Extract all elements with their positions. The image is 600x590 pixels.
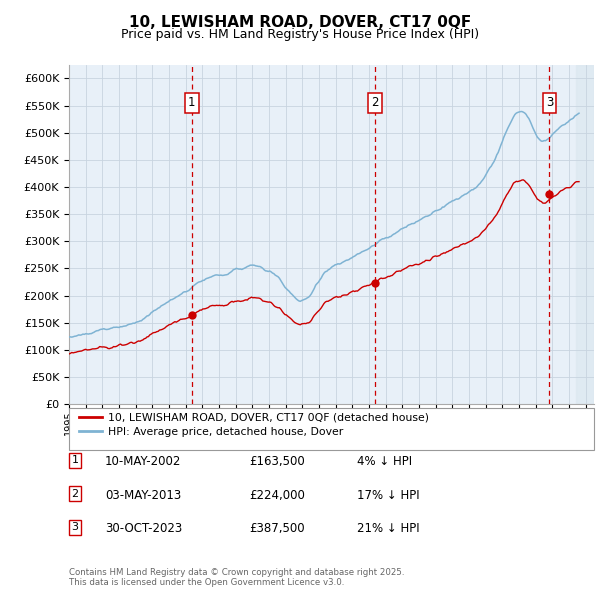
Legend: 10, LEWISHAM ROAD, DOVER, CT17 0QF (detached house), HPI: Average price, detache: 10, LEWISHAM ROAD, DOVER, CT17 0QF (deta…: [74, 408, 433, 441]
Text: 30-OCT-2023: 30-OCT-2023: [105, 522, 182, 535]
Text: 3: 3: [546, 96, 553, 109]
Text: 2: 2: [71, 489, 79, 499]
Text: £224,000: £224,000: [249, 489, 305, 502]
Bar: [576, 65, 594, 404]
Text: 10-MAY-2002: 10-MAY-2002: [105, 455, 181, 468]
Text: 1: 1: [188, 96, 196, 109]
Text: 03-MAY-2013: 03-MAY-2013: [105, 489, 181, 502]
Text: £163,500: £163,500: [249, 455, 305, 468]
Text: 3: 3: [71, 522, 79, 532]
Text: 10, LEWISHAM ROAD, DOVER, CT17 0QF: 10, LEWISHAM ROAD, DOVER, CT17 0QF: [129, 15, 471, 30]
Text: Contains HM Land Registry data © Crown copyright and database right 2025.
This d: Contains HM Land Registry data © Crown c…: [69, 568, 404, 587]
Text: Price paid vs. HM Land Registry's House Price Index (HPI): Price paid vs. HM Land Registry's House …: [121, 28, 479, 41]
Text: 1: 1: [71, 455, 79, 466]
Text: 4% ↓ HPI: 4% ↓ HPI: [357, 455, 412, 468]
FancyBboxPatch shape: [69, 408, 594, 450]
Text: 21% ↓ HPI: 21% ↓ HPI: [357, 522, 419, 535]
Text: 17% ↓ HPI: 17% ↓ HPI: [357, 489, 419, 502]
Text: £387,500: £387,500: [249, 522, 305, 535]
Text: 2: 2: [371, 96, 379, 109]
